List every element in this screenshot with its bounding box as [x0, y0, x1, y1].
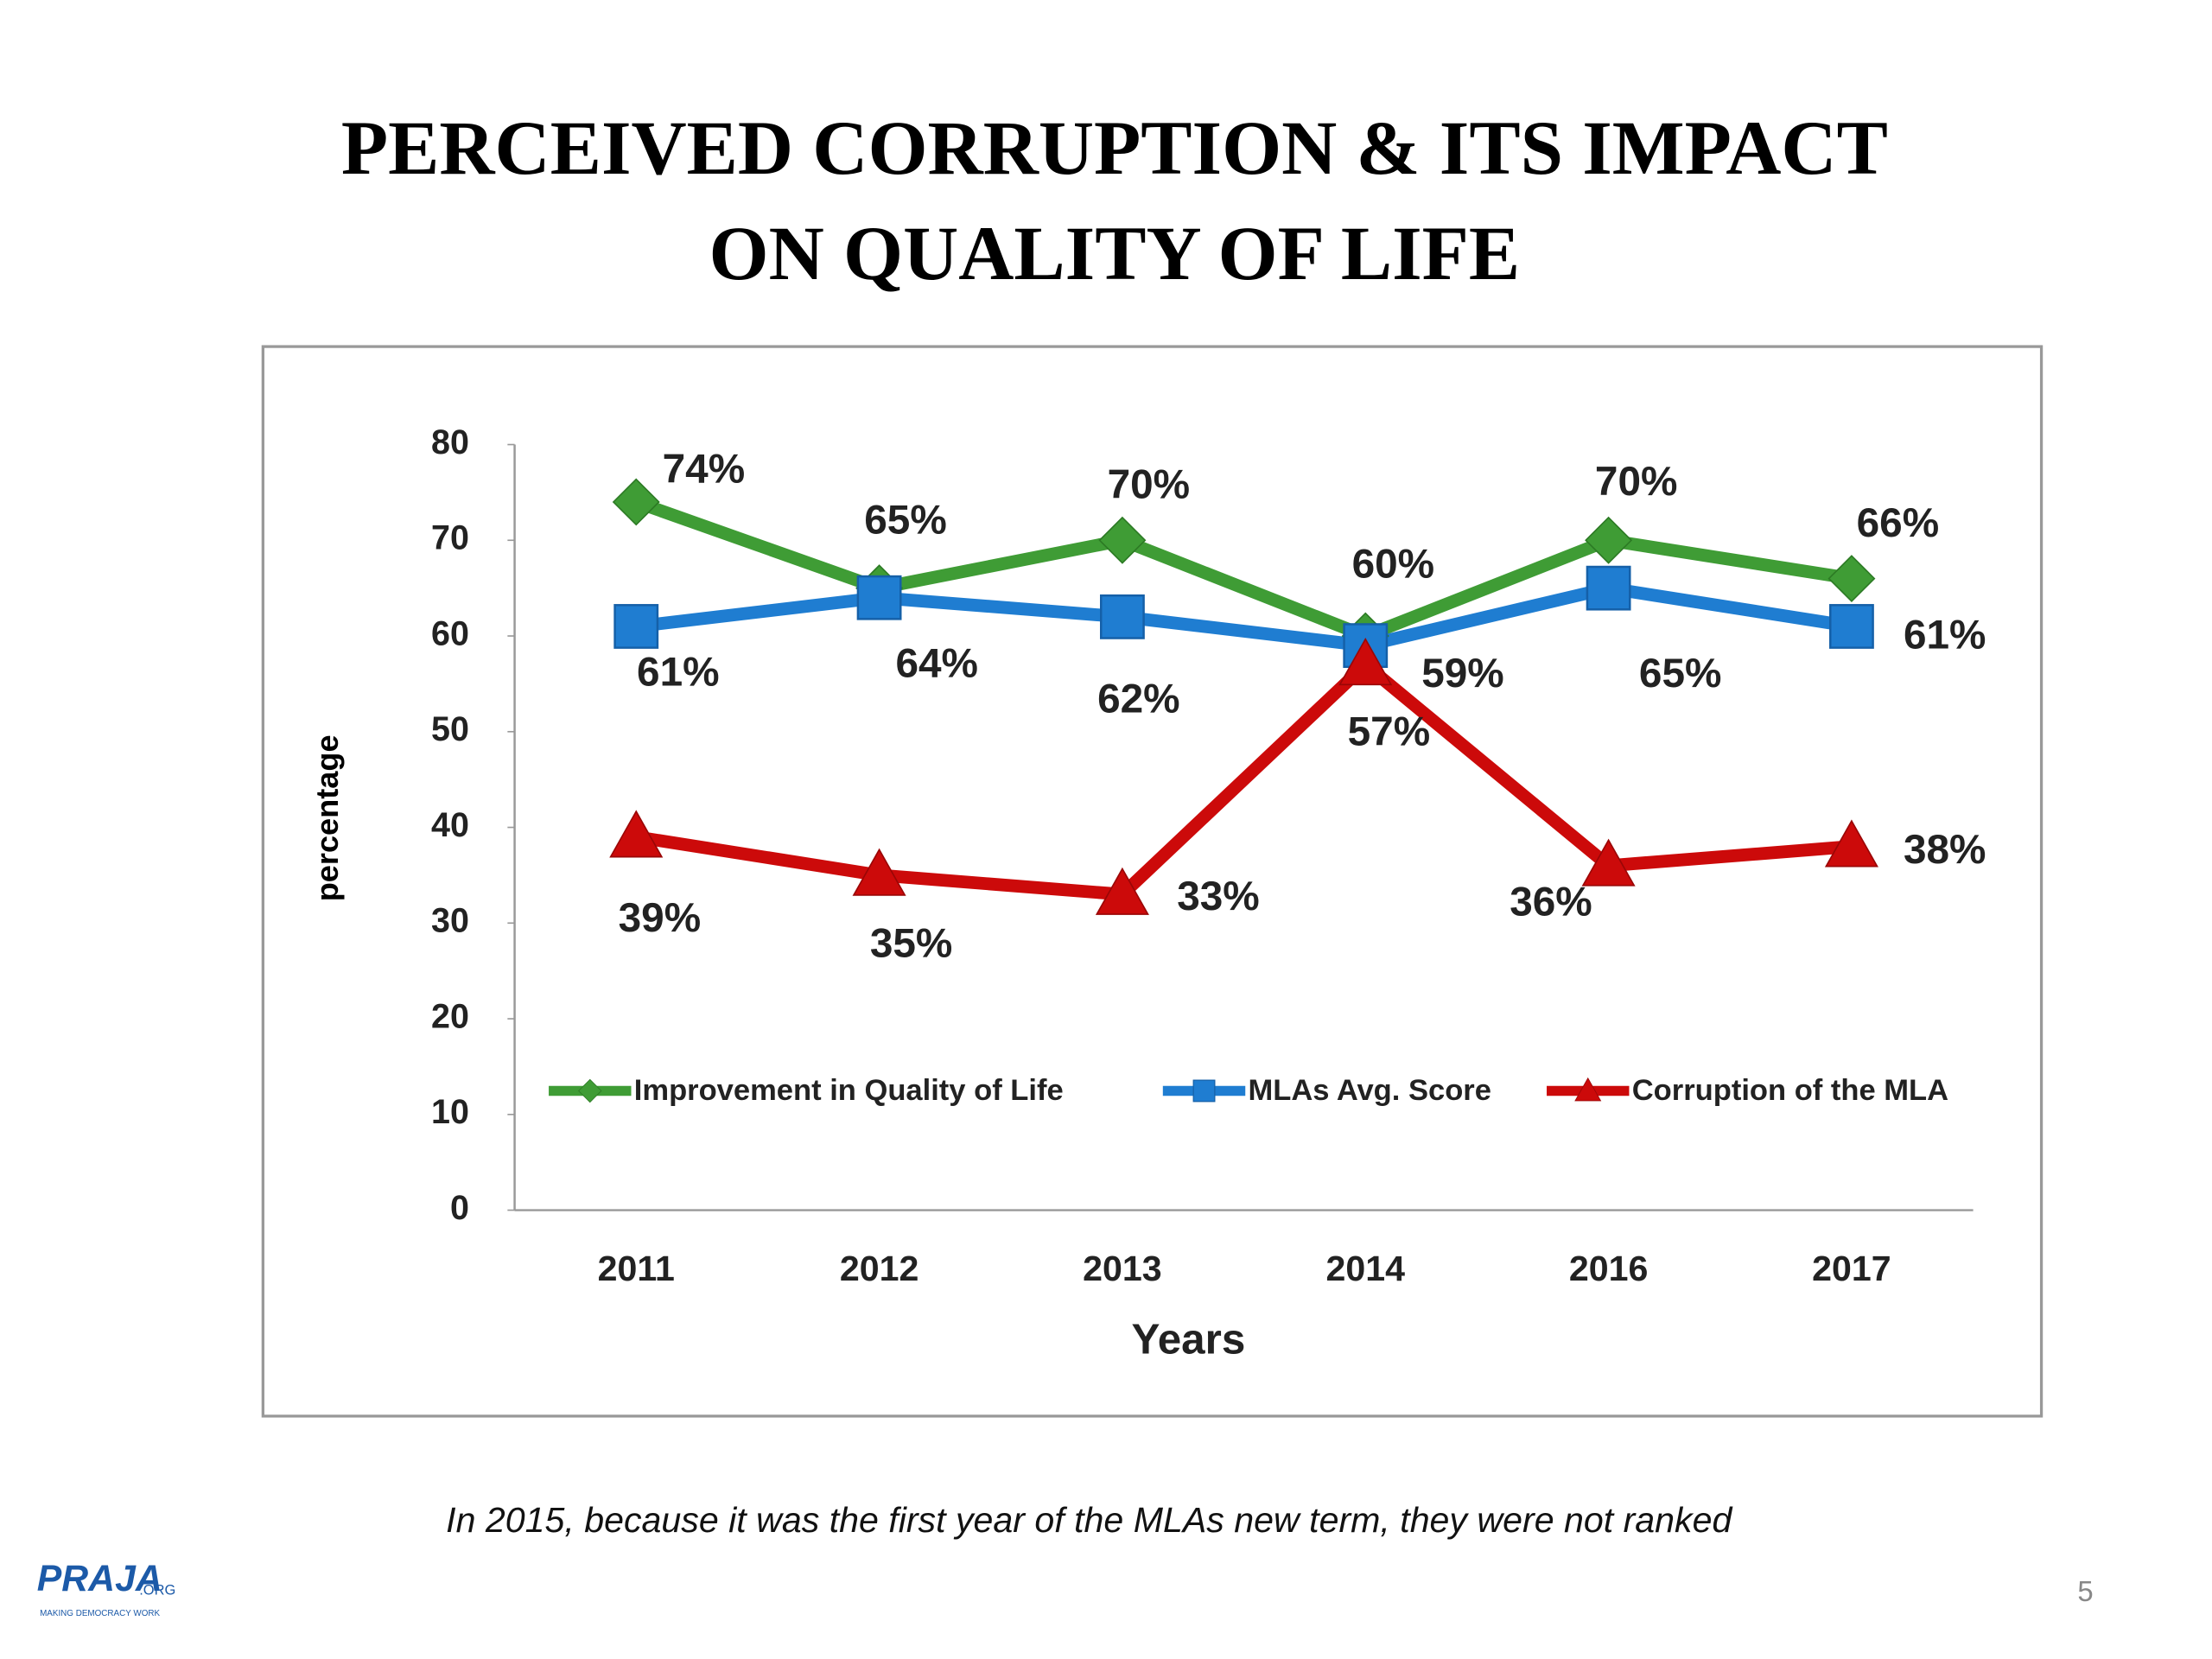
x-tick-label: 2017 [1812, 1249, 1891, 1288]
legend-marker [1574, 1077, 1602, 1102]
data-point [1824, 819, 1878, 868]
data-label: 65% [864, 498, 946, 543]
y-tick-label: 30 [431, 902, 469, 940]
logo-tagline: MAKING DEMOCRACY WORK [40, 1609, 160, 1618]
x-tick-label: 2014 [1326, 1249, 1406, 1288]
data-label: 70% [1595, 459, 1677, 505]
footnote: In 2015, because it was the first year o… [446, 1500, 1732, 1540]
title-line: ON QUALITY OF LIFE [709, 212, 1521, 296]
series-line [635, 658, 1853, 901]
data-point [1095, 867, 1149, 915]
data-label: 70% [1108, 461, 1190, 507]
legend-label: MLAs Avg. Score [1249, 1074, 1491, 1107]
data-point [1829, 604, 1874, 649]
data-label: 62% [1097, 677, 1179, 722]
title-line: PERCEIVED CORRUPTION & ITS IMPACT [341, 106, 1888, 191]
x-axis-label: Years [1132, 1315, 1246, 1363]
page-number: 5 [2077, 1575, 2093, 1607]
legend-marker [578, 1078, 602, 1103]
data-point [1586, 565, 1631, 611]
legend-label: Improvement in Quality of Life [634, 1074, 1064, 1107]
data-label: 60% [1352, 541, 1434, 587]
y-tick-label: 60 [431, 614, 469, 652]
series-line [635, 582, 1853, 652]
data-label: 64% [895, 641, 977, 687]
logo-name: PRAJA [37, 1558, 162, 1599]
data-point [1338, 637, 1393, 686]
x-tick-label: 2012 [840, 1249, 918, 1288]
legend-marker [1192, 1079, 1216, 1103]
series-line [633, 496, 1853, 643]
data-point [1581, 838, 1636, 887]
y-tick-label: 80 [431, 423, 469, 461]
data-point [612, 478, 660, 526]
data-label: 38% [1904, 827, 1986, 873]
data-point [856, 575, 902, 620]
y-tick-label: 0 [450, 1189, 469, 1227]
y-tick-label: 40 [431, 806, 469, 844]
y-tick-label: 70 [431, 519, 469, 557]
x-tick-label: 2013 [1083, 1249, 1161, 1288]
data-point [1098, 516, 1147, 564]
y-tick-label: 20 [431, 997, 469, 1035]
y-tick-label: 50 [431, 710, 469, 748]
data-label: 33% [1177, 874, 1259, 919]
data-label: 57% [1348, 709, 1430, 754]
chart-frame [261, 345, 2044, 1418]
data-label: 74% [663, 446, 745, 492]
data-label: 61% [1904, 613, 1986, 658]
data-point [1585, 516, 1633, 564]
data-point [852, 848, 906, 896]
logo-suffix: .ORG [139, 1582, 175, 1598]
y-tick-label: 10 [431, 1093, 469, 1131]
data-label: 36% [1510, 880, 1592, 925]
data-label: 65% [1639, 651, 1721, 696]
data-label: 59% [1421, 651, 1503, 696]
data-label: 39% [619, 895, 701, 941]
data-label: 66% [1857, 500, 1939, 546]
x-tick-label: 2016 [1569, 1249, 1648, 1288]
y-axis-label: percentage [309, 734, 345, 901]
x-tick-label: 2011 [598, 1249, 675, 1288]
data-point [1827, 555, 1876, 603]
data-point [1100, 594, 1145, 639]
data-point [613, 604, 659, 649]
data-label: 61% [637, 649, 719, 695]
data-label: 35% [870, 920, 952, 966]
legend-label: Corruption of the MLA [1632, 1074, 1948, 1107]
data-point [609, 810, 664, 858]
